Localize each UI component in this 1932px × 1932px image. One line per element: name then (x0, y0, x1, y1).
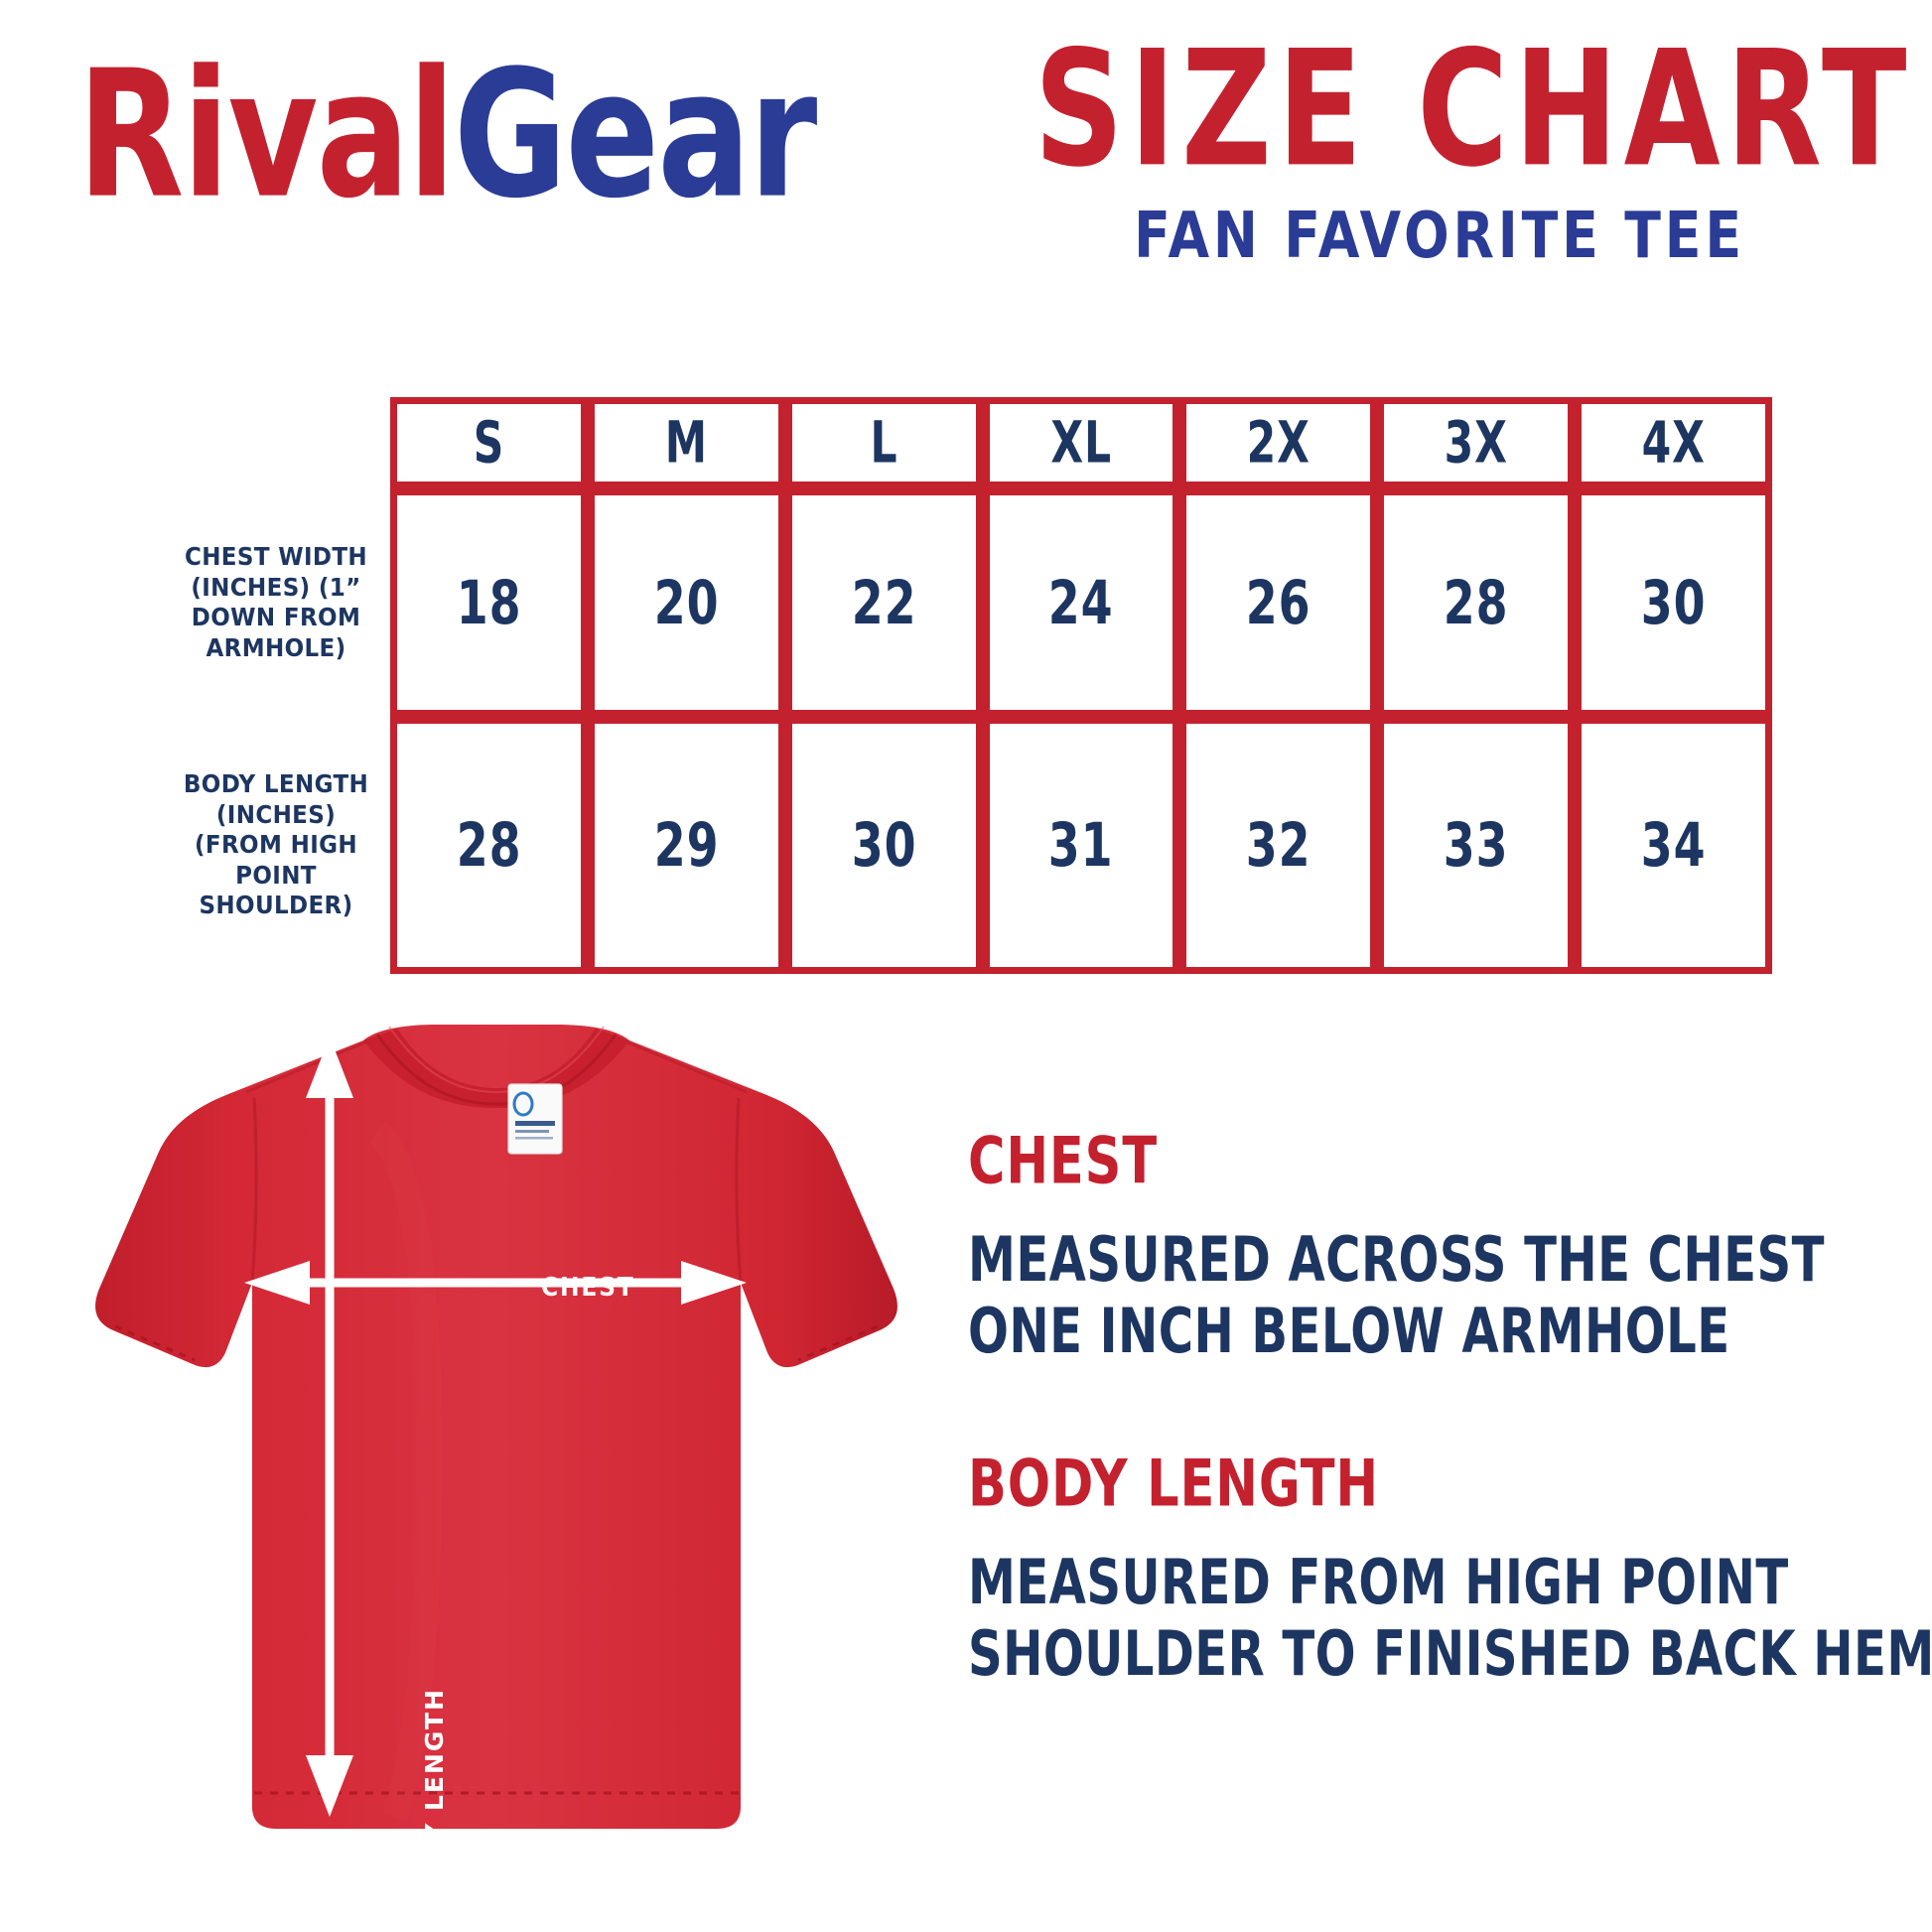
page-header: RivalGear SIZE CHART FAN FAVORITE TEE (0, 0, 1932, 298)
description-heading-chest-text: CHEST (968, 1122, 1159, 1199)
cell-length-2x: 32 (1179, 717, 1378, 974)
cell-chest-3x-value: 28 (1443, 567, 1509, 638)
cell-length-xl-value: 31 (1048, 810, 1114, 881)
column-header-l-label: L (870, 409, 898, 477)
brand-logo: RivalGear (77, 48, 817, 223)
row-label-body-length: BODY LENGTH (INCHES) (FROM HIGH POINT SH… (162, 717, 390, 974)
measurement-descriptions: CHEST MEASURED ACROSS THE CHEST ONE INCH… (968, 1129, 1932, 1778)
row-label-chest-width: CHEST WIDTH (INCHES) (1” DOWN FROM ARMHO… (162, 488, 390, 717)
column-header-s-label: S (473, 409, 505, 477)
column-header-4x: 4X (1575, 397, 1772, 488)
cell-length-4x-value: 34 (1640, 810, 1707, 881)
cell-chest-2x-value: 26 (1246, 567, 1311, 638)
cell-chest-3x: 28 (1377, 488, 1576, 717)
description-chest-line2-text: ONE INCH BELOW ARMHOLE (968, 1295, 1730, 1368)
description-block-body-length: BODY LENGTH MEASURED FROM HIGH POINT SHO… (968, 1451, 1932, 1691)
description-body-length-line2-text: SHOULDER TO FINISHED BACK HEM (968, 1618, 1932, 1691)
description-heading-body-length: BODY LENGTH (968, 1451, 1862, 1516)
chest-arrowhead-right (681, 1261, 747, 1305)
cell-length-3x-value: 33 (1443, 810, 1509, 881)
cell-chest-m-value: 20 (653, 567, 720, 638)
row-label-chest-width-text: CHEST WIDTH (INCHES) (1” DOWN FROM ARMHO… (184, 542, 368, 662)
table-row: CHEST WIDTH (INCHES) (1” DOWN FROM ARMHO… (162, 488, 1772, 717)
cell-length-2x-value: 32 (1246, 810, 1311, 881)
table-header-row: S M L XL 2X 3X 4X (162, 397, 1772, 488)
body-length-arrowhead-top (306, 1036, 353, 1098)
cell-length-3x: 33 (1377, 717, 1576, 974)
title-block: SIZE CHART FAN FAVORITE TEE (1013, 16, 1913, 268)
brand-name-primary: Rival (77, 33, 456, 238)
cell-chest-l-value: 22 (851, 567, 916, 638)
chest-measurement-label: CHEST (541, 1273, 635, 1303)
size-chart-table: S M L XL 2X 3X 4X CHEST WIDTH (INCHES) (… (162, 397, 1772, 974)
column-header-m-label: M (664, 409, 708, 477)
measurement-arrows (244, 1036, 747, 1817)
row-label-body-length-text: BODY LENGTH (INCHES) (FROM HIGH POINT SH… (183, 769, 369, 920)
table-corner-cell (162, 397, 390, 488)
cell-length-l-value: 30 (851, 810, 916, 881)
size-table-container: S M L XL 2X 3X 4X CHEST WIDTH (INCHES) (… (162, 397, 1772, 974)
tshirt-illustration (79, 1023, 913, 1847)
cell-length-m: 29 (587, 717, 785, 974)
cell-length-m-value: 29 (653, 810, 720, 881)
page-title: SIZE CHART (1034, 16, 1913, 204)
cell-length-4x: 34 (1575, 717, 1772, 974)
cell-chest-l: 22 (784, 488, 983, 717)
cell-chest-4x-value: 30 (1640, 567, 1707, 638)
description-chest-line2: ONE INCH BELOW ARMHOLE (968, 1296, 1862, 1368)
column-header-4x-label: 4X (1641, 409, 1706, 477)
description-chest-line1-text: MEASURED ACROSS THE CHEST (968, 1224, 1825, 1297)
cell-chest-m: 20 (587, 488, 785, 717)
cell-length-xl: 31 (982, 717, 1180, 974)
column-header-2x-label: 2X (1246, 409, 1311, 477)
neck-tag-icon (507, 1083, 563, 1155)
chest-arrowhead-left (244, 1261, 310, 1305)
column-header-m: M (587, 397, 785, 488)
description-chest-line1: MEASURED ACROSS THE CHEST (968, 1224, 1862, 1297)
body-length-measurement-label: BODY LENGTH (420, 1688, 449, 1907)
page-subtitle: FAN FAVORITE TEE (1134, 199, 1745, 273)
body-length-arrowhead-bottom (306, 1755, 353, 1817)
cell-length-l: 30 (784, 717, 983, 974)
cell-chest-xl-value: 24 (1048, 567, 1114, 638)
cell-length-s-value: 28 (456, 810, 522, 881)
tshirt-body-shape (95, 1025, 897, 1829)
cell-chest-s-value: 18 (456, 567, 522, 638)
description-body-length-line1: MEASURED FROM HIGH POINT (968, 1547, 1862, 1619)
cell-length-s: 28 (390, 717, 588, 974)
table-row: BODY LENGTH (INCHES) (FROM HIGH POINT SH… (162, 717, 1772, 974)
column-header-xl: XL (982, 397, 1180, 488)
description-heading-body-length-text: BODY LENGTH (968, 1446, 1379, 1522)
description-body-length-line2: SHOULDER TO FINISHED BACK HEM (968, 1618, 1932, 1691)
cell-chest-s: 18 (390, 488, 588, 717)
description-body-length-line1-text: MEASURED FROM HIGH POINT (968, 1547, 1789, 1620)
description-heading-chest: CHEST (968, 1129, 1862, 1193)
column-header-2x: 2X (1179, 397, 1378, 488)
cell-chest-2x: 26 (1179, 488, 1378, 717)
tshirt-svg (95, 1025, 897, 1829)
cell-chest-4x: 30 (1575, 488, 1772, 717)
brand-name-secondary: Gear (453, 33, 817, 238)
column-header-xl-label: XL (1050, 409, 1112, 477)
description-block-chest: CHEST MEASURED ACROSS THE CHEST ONE INCH… (968, 1129, 1862, 1368)
column-header-l: L (784, 397, 983, 488)
column-header-3x-label: 3X (1444, 409, 1508, 477)
cell-chest-xl: 24 (982, 488, 1180, 717)
column-header-s: S (390, 397, 588, 488)
column-header-3x: 3X (1377, 397, 1576, 488)
